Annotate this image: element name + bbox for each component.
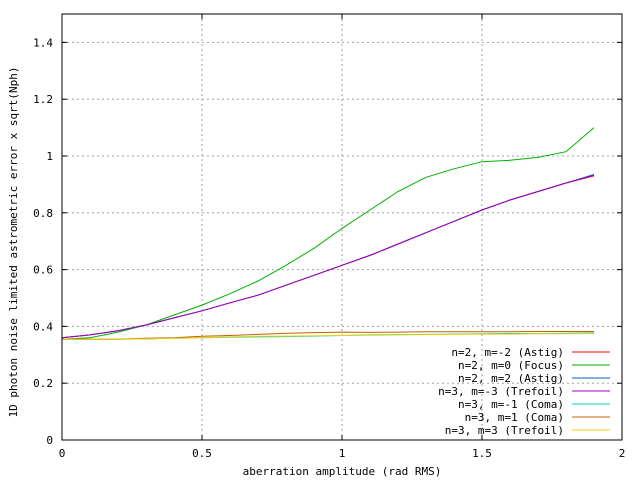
legend: n=2, m=-2 (Astig)n=2, m=0 (Focus)n=2, m=… [438, 346, 610, 437]
legend-label: n=3, m=3 (Trefoil) [445, 424, 564, 437]
y-tick-label: 0.2 [33, 377, 53, 390]
y-axis-label: 1D photon noise limited astrometric erro… [7, 67, 20, 418]
y-tick-labels: 0 0.2 0.4 0.6 0.8 1 1.2 1.4 [33, 36, 53, 447]
series-line [61, 174, 595, 339]
x-axis-label: aberration amplitude (rad RMS) [243, 465, 442, 478]
legend-label: n=2, m=2 (Astig) [458, 372, 564, 385]
legend-label: n=2, m=-2 (Astig) [451, 346, 564, 359]
y-tick-label: 0.4 [33, 320, 53, 333]
legend-label: n=3, m=-3 (Trefoil) [438, 385, 564, 398]
legend-label: n=3, m=-1 (Coma) [458, 398, 564, 411]
y-tick-label: 0 [46, 434, 53, 447]
x-tick-label: 0.5 [192, 447, 212, 460]
x-tick-label: 0 [59, 447, 66, 460]
x-tick-label: 1.5 [472, 447, 492, 460]
y-tick-label: 0.8 [33, 207, 53, 220]
legend-label: n=3, m=1 (Coma) [465, 411, 564, 424]
legend-label: n=2, m=0 (Focus) [458, 359, 564, 372]
y-tick-label: 1 [46, 150, 53, 163]
y-tick-label: 0.6 [33, 264, 53, 277]
grid-lines [62, 14, 622, 440]
x-tick-label: 1 [339, 447, 346, 460]
x-tick-labels: 0 0.5 1 1.5 2 [59, 447, 626, 460]
series-line [62, 331, 594, 340]
plot-frame [61, 13, 623, 441]
y-tick-label: 1.4 [33, 36, 53, 49]
y-tick-label: 1.2 [33, 93, 53, 106]
x-tick-label: 2 [619, 447, 626, 460]
series-line [62, 333, 595, 340]
data-series [61, 127, 595, 340]
